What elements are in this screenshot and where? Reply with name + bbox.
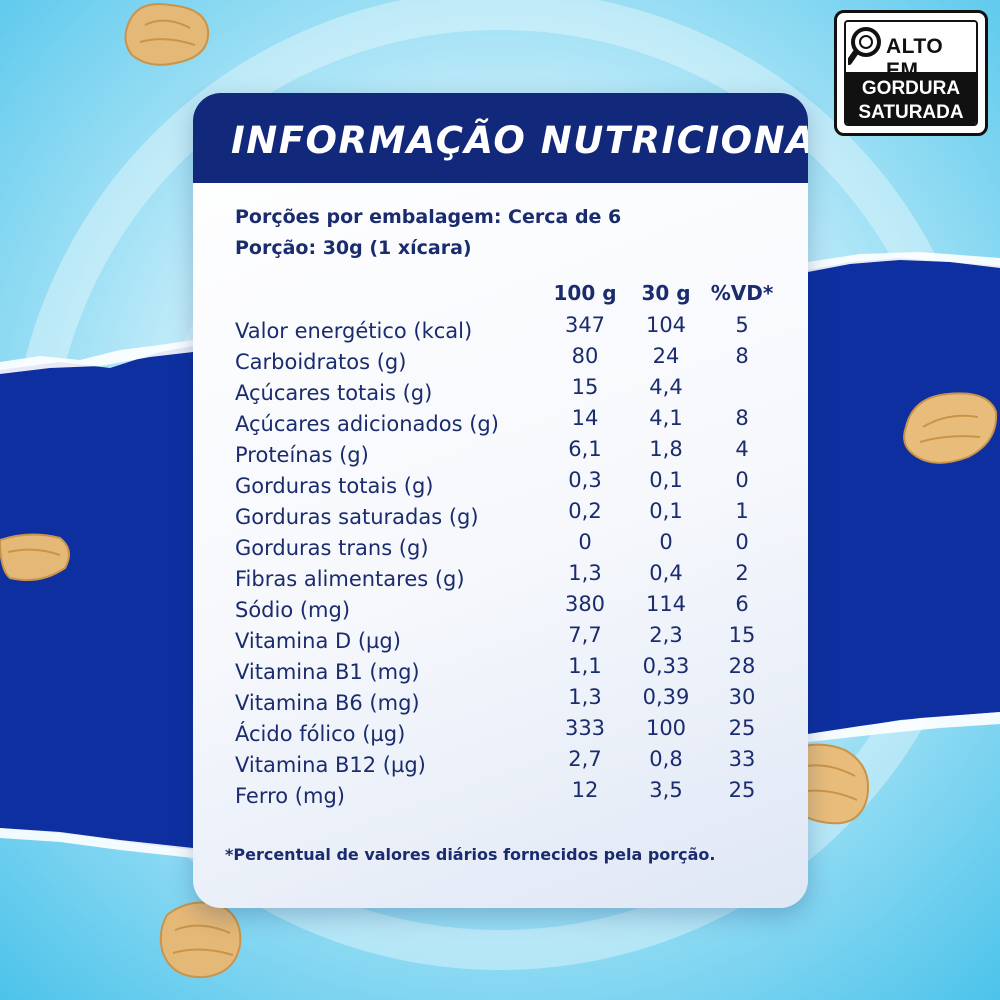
cereal-flake-icon	[0, 533, 70, 581]
table-row: Açúcares totais (g) 15 4,4	[193, 375, 808, 408]
value-vd: 0	[735, 530, 749, 554]
column-header-30g: 30 g	[641, 281, 691, 305]
nutrient-label: Gorduras trans (g)	[235, 536, 429, 560]
seal-line-2: GORDURA	[861, 78, 961, 99]
value-vd: 8	[735, 406, 749, 430]
value-100g: 15	[571, 375, 599, 399]
table-row: Ferro (mg) 12 3,5 25	[193, 778, 808, 811]
high-saturated-fat-seal: ALTO EM GORDURA SATURADA	[834, 10, 988, 136]
table-row: Vitamina D (µg) 7,7 2,3 15	[193, 623, 808, 656]
value-vd: 33	[728, 747, 756, 771]
table-row: Vitamina B12 (µg) 2,7 0,8 33	[193, 747, 808, 780]
seal-line-3: SATURADA	[858, 102, 964, 123]
value-100g: 12	[571, 778, 599, 802]
nutrient-label: Vitamina B6 (mg)	[235, 691, 420, 715]
value-30g: 0,8	[649, 747, 683, 771]
table-row: Carboidratos (g) 80 24 8	[193, 344, 808, 377]
value-vd: 4	[735, 437, 749, 461]
table-row: Valor energético (kcal) 347 104 5	[193, 313, 808, 346]
value-vd: 25	[728, 716, 756, 740]
value-30g: 24	[652, 344, 680, 368]
nutrient-label: Valor energético (kcal)	[235, 319, 473, 343]
card-title: INFORMAÇÃO NUTRICIONAL	[231, 119, 808, 162]
value-30g: 4,4	[649, 375, 683, 399]
value-100g: 0,3	[568, 468, 602, 492]
value-100g: 333	[564, 716, 606, 740]
value-vd: 25	[728, 778, 756, 802]
value-30g: 0,1	[649, 468, 683, 492]
value-100g: 347	[564, 313, 606, 337]
value-100g: 6,1	[568, 437, 602, 461]
value-100g: 1,1	[568, 654, 602, 678]
value-vd: 8	[735, 344, 749, 368]
value-30g: 0,4	[649, 561, 683, 585]
nutrient-label: Carboidratos (g)	[235, 350, 407, 374]
nutrient-label: Sódio (mg)	[235, 598, 351, 622]
value-vd: 30	[728, 685, 756, 709]
value-100g: 1,3	[568, 685, 602, 709]
table-row: Gorduras saturadas (g) 0,2 0,1 1	[193, 499, 808, 532]
cereal-flake-icon	[124, 3, 210, 66]
nutrient-label: Vitamina B12 (µg)	[235, 753, 426, 777]
nutrient-label: Gorduras totais (g)	[235, 474, 434, 498]
table-row: Açúcares adicionados (g) 14 4,1 8	[193, 406, 808, 439]
nutrient-label: Açúcares adicionados (g)	[235, 412, 499, 436]
value-30g: 114	[645, 592, 687, 616]
table-row: Gorduras totais (g) 0,3 0,1 0	[193, 468, 808, 501]
table-row: Sódio (mg) 380 114 6	[193, 592, 808, 625]
value-vd: 28	[728, 654, 756, 678]
card-header: INFORMAÇÃO NUTRICIONAL	[193, 93, 808, 183]
nutrient-label: Fibras alimentares (g)	[235, 567, 465, 591]
value-100g: 0,2	[568, 499, 602, 523]
nutrient-label: Proteínas (g)	[235, 443, 369, 467]
value-100g: 2,7	[568, 747, 602, 771]
nutrient-label: Gorduras saturadas (g)	[235, 505, 479, 529]
value-30g: 2,3	[649, 623, 683, 647]
value-100g: 14	[571, 406, 599, 430]
value-vd: 0	[735, 468, 749, 492]
value-30g: 4,1	[649, 406, 683, 430]
value-100g: 0	[578, 530, 592, 554]
value-100g: 7,7	[568, 623, 602, 647]
value-30g: 0	[659, 530, 673, 554]
nutrient-label: Vitamina D (µg)	[235, 629, 401, 653]
nutrient-label: Açúcares totais (g)	[235, 381, 433, 405]
value-100g: 380	[564, 592, 606, 616]
nutrition-facts-card: INFORMAÇÃO NUTRICIONAL Porções por embal…	[193, 93, 808, 908]
servings-per-package: Porções por embalagem: Cerca de 6	[235, 206, 622, 228]
value-100g: 80	[571, 344, 599, 368]
cereal-flake-icon	[903, 392, 998, 464]
serving-size: Porção: 30g (1 xícara)	[235, 237, 472, 259]
footnote: *Percentual de valores diários fornecido…	[225, 845, 716, 864]
table-row: Vitamina B1 (mg) 1,1 0,33 28	[193, 654, 808, 687]
value-30g: 0,33	[642, 654, 690, 678]
value-30g: 100	[645, 716, 687, 740]
magnifier-icon	[848, 27, 881, 65]
table-row: Proteínas (g) 6,1 1,8 4	[193, 437, 808, 470]
nutrient-label: Vitamina B1 (mg)	[235, 660, 420, 684]
table-row: Gorduras trans (g) 0 0 0	[193, 530, 808, 563]
table-row: Ácido fólico (µg) 333 100 25	[193, 716, 808, 749]
nutrient-label: Ferro (mg)	[235, 784, 345, 808]
value-vd: 1	[735, 499, 749, 523]
column-header-vd: %VD*	[710, 281, 774, 305]
table-row: Fibras alimentares (g) 1,3 0,4 2	[193, 561, 808, 594]
value-100g: 1,3	[568, 561, 602, 585]
value-vd: 5	[735, 313, 749, 337]
value-vd: 2	[735, 561, 749, 585]
torn-blue-band	[0, 346, 193, 850]
value-30g: 0,39	[642, 685, 690, 709]
value-vd: 15	[728, 623, 756, 647]
table-row: Vitamina B6 (mg) 1,3 0,39 30	[193, 685, 808, 718]
value-30g: 3,5	[649, 778, 683, 802]
value-30g: 0,1	[649, 499, 683, 523]
value-30g: 104	[645, 313, 687, 337]
column-header-100g: 100 g	[553, 281, 617, 305]
nutrient-label: Ácido fólico (µg)	[235, 722, 406, 746]
value-vd: 6	[735, 592, 749, 616]
value-30g: 1,8	[649, 437, 683, 461]
